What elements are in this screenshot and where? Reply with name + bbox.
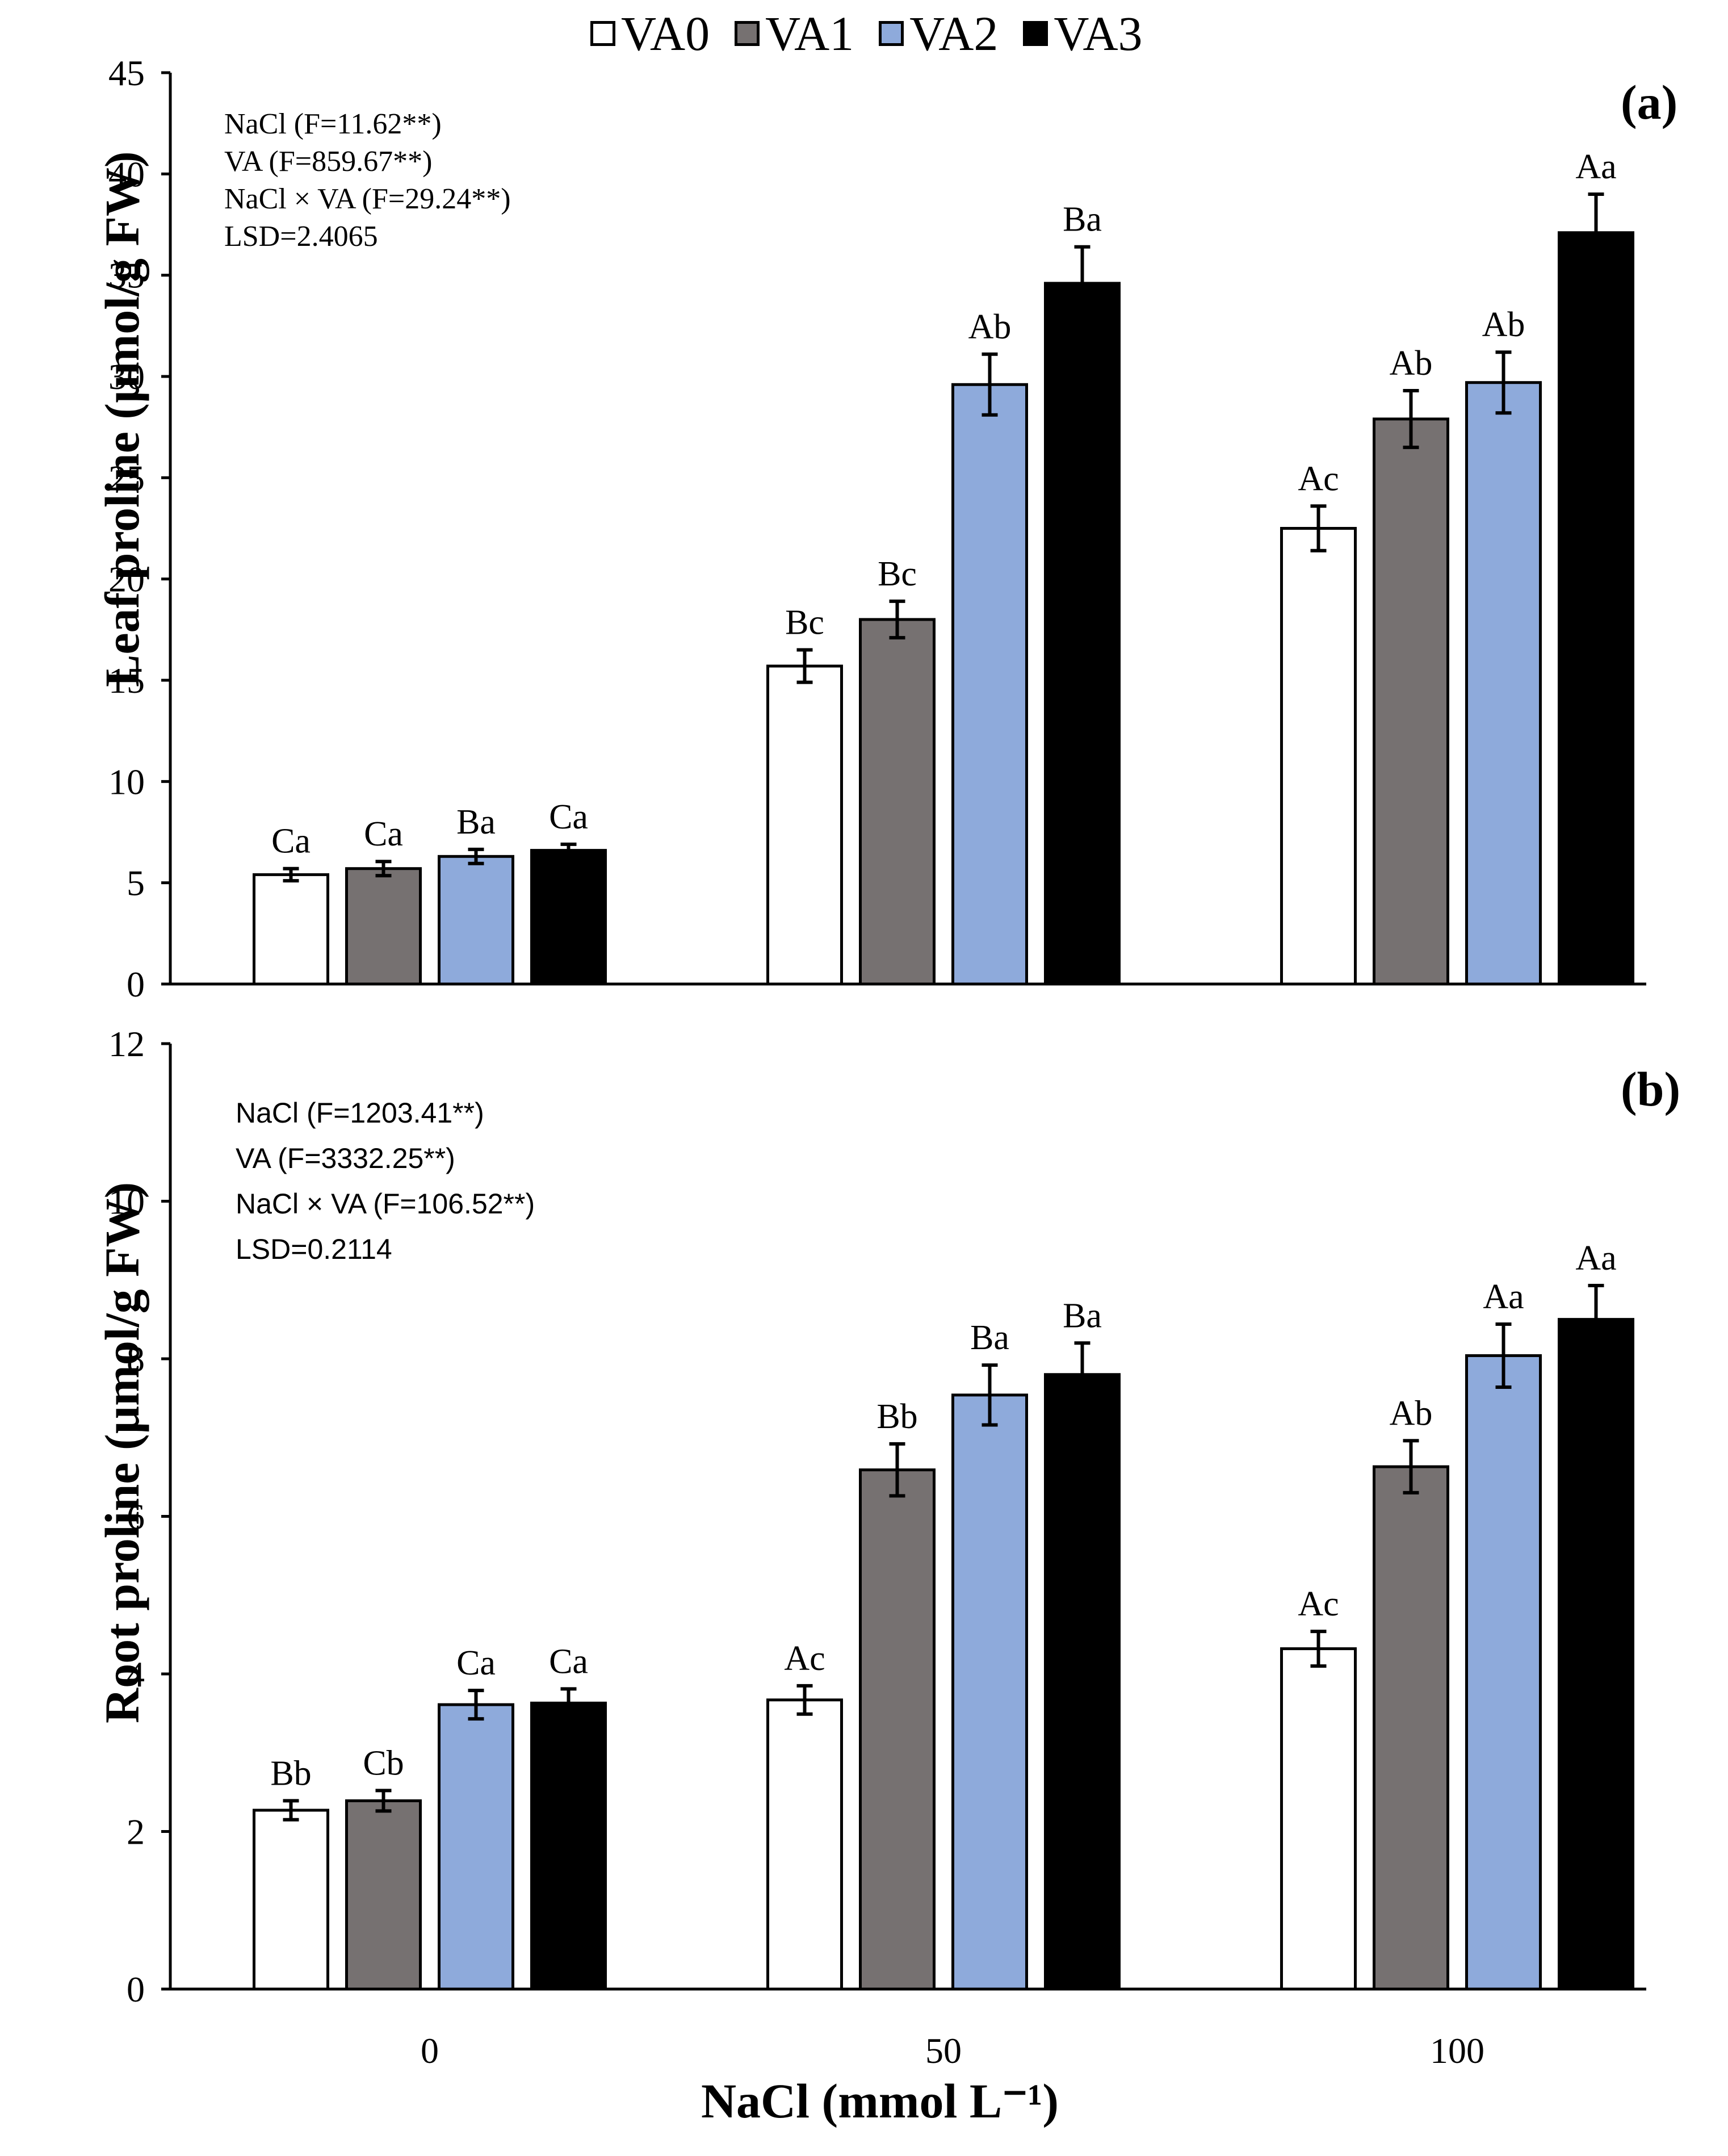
y-tick-label: 20 xyxy=(108,559,145,600)
stats-line: NaCl (F=1203.41**) xyxy=(236,1097,484,1129)
bar xyxy=(438,855,514,986)
bar xyxy=(859,618,936,986)
data-label: Ab xyxy=(1482,305,1525,344)
data-label: Ca xyxy=(271,822,311,861)
y-tick-label: 25 xyxy=(108,458,145,498)
bar xyxy=(438,1703,514,1991)
y-tick-label: 10 xyxy=(108,1182,145,1222)
panel-label-b: (b) xyxy=(1621,1062,1681,1116)
bar xyxy=(530,1701,607,1991)
y-tick-label: 8 xyxy=(127,1339,145,1379)
bar xyxy=(1465,1354,1542,1991)
y-tick-label: 6 xyxy=(127,1497,145,1537)
y-tick-label: 2 xyxy=(127,1812,145,1852)
bar xyxy=(1558,1318,1634,1991)
data-label: Ba xyxy=(970,1318,1009,1357)
bar xyxy=(1280,527,1357,986)
data-label: Bb xyxy=(876,1397,917,1436)
y-tick-label: 4 xyxy=(127,1654,145,1694)
legend-swatch-va3 xyxy=(1023,21,1048,46)
stats-line: VA (F=3332.25**) xyxy=(236,1142,455,1174)
legend-item-va1: VA1 xyxy=(735,9,854,58)
stats-panel-a: NaCl (F=11.62**) VA (F=859.67**) NaCl × … xyxy=(224,106,511,256)
x-tick-label: 100 xyxy=(1430,2031,1484,2071)
legend-item-va3: VA3 xyxy=(1023,6,1143,61)
data-label: Ab xyxy=(968,308,1012,346)
y-axis-label-b: Root proline (µmol/g FW) xyxy=(95,1182,149,1723)
stats-line: VA (F=859.67**) xyxy=(224,145,433,178)
y-tick-label: 0 xyxy=(127,964,145,1004)
stats-line: NaCl (F=11.62**) xyxy=(224,108,442,140)
bar xyxy=(766,664,843,986)
data-label: Aa xyxy=(1483,1278,1524,1316)
y-tick-label: 10 xyxy=(108,761,145,802)
data-label: Ca xyxy=(364,815,403,853)
y-axis-label-a: Leaf proline (µmol/g FW) xyxy=(95,151,149,687)
bar xyxy=(1044,282,1121,986)
bar xyxy=(951,383,1028,986)
legend-label-va2: VA2 xyxy=(909,6,999,61)
bar xyxy=(1465,381,1542,986)
x-tick-label: 0 xyxy=(421,2031,439,2071)
x-axis-label: NaCl (mmol L⁻¹) xyxy=(701,2074,1059,2128)
bar xyxy=(1280,1647,1357,1991)
data-label: Ac xyxy=(784,1639,825,1678)
legend-label-va3: VA3 xyxy=(1054,6,1143,61)
bar xyxy=(1044,1373,1121,1991)
data-label: Bc xyxy=(785,604,824,642)
legend: VA0 VA1 VA2 VA3 xyxy=(590,8,1168,59)
legend-label-va0: VA0 xyxy=(621,6,710,61)
legend-item-va0: VA0 xyxy=(590,9,710,58)
data-label: Ca xyxy=(549,798,588,836)
y-tick-label: 40 xyxy=(108,154,145,194)
bar xyxy=(530,849,607,986)
stats-line: NaCl × VA (F=29.24**) xyxy=(224,183,511,215)
data-label: Bc xyxy=(878,555,917,593)
data-label: Aa xyxy=(1575,1239,1616,1278)
bar xyxy=(253,873,329,986)
bar xyxy=(345,867,422,986)
bar xyxy=(253,1808,329,1991)
legend-item-va2: VA2 xyxy=(879,9,998,58)
y-tick-label: 15 xyxy=(108,660,145,701)
data-label: Ac xyxy=(1298,459,1339,498)
data-label: Cb xyxy=(363,1744,404,1782)
data-label: Ba xyxy=(1063,200,1102,239)
bar xyxy=(951,1393,1028,1991)
stats-line: LSD=0.2114 xyxy=(236,1233,392,1265)
y-tick-label: 35 xyxy=(108,256,145,296)
bar xyxy=(1558,231,1634,986)
data-label: Ca xyxy=(456,1644,496,1682)
y-tick-label: 45 xyxy=(108,53,145,93)
data-label: Ba xyxy=(1063,1296,1102,1335)
bar xyxy=(1373,1465,1449,1991)
x-tick-label: 50 xyxy=(925,2031,962,2071)
stats-line: LSD=2.4065 xyxy=(224,220,378,253)
stats-line: NaCl × VA (F=106.52**) xyxy=(236,1188,535,1220)
panel-label-a: (a) xyxy=(1621,75,1678,129)
data-label: Ba xyxy=(456,803,496,842)
stats-panel-b: NaCl (F=1203.41**) VA (F=3332.25**) NaCl… xyxy=(236,1090,535,1272)
bar xyxy=(1373,417,1449,986)
y-tick-label: 30 xyxy=(108,357,145,397)
data-label: Ab xyxy=(1390,1394,1433,1433)
y-tick-label: 0 xyxy=(127,1969,145,2010)
legend-swatch-va2 xyxy=(879,21,904,46)
data-label: Aa xyxy=(1575,148,1616,186)
bar xyxy=(766,1698,843,1991)
data-label: Ab xyxy=(1390,344,1433,383)
data-label: Ca xyxy=(549,1642,588,1681)
y-tick-label: 12 xyxy=(108,1024,145,1064)
legend-label-va1: VA1 xyxy=(765,6,854,61)
legend-swatch-va1 xyxy=(735,21,760,46)
legend-swatch-va0 xyxy=(590,21,615,46)
y-tick-label: 5 xyxy=(127,863,145,903)
bar xyxy=(345,1799,422,1991)
bar xyxy=(859,1468,936,1991)
data-label: Bb xyxy=(270,1754,311,1793)
data-label: Ac xyxy=(1298,1585,1339,1623)
